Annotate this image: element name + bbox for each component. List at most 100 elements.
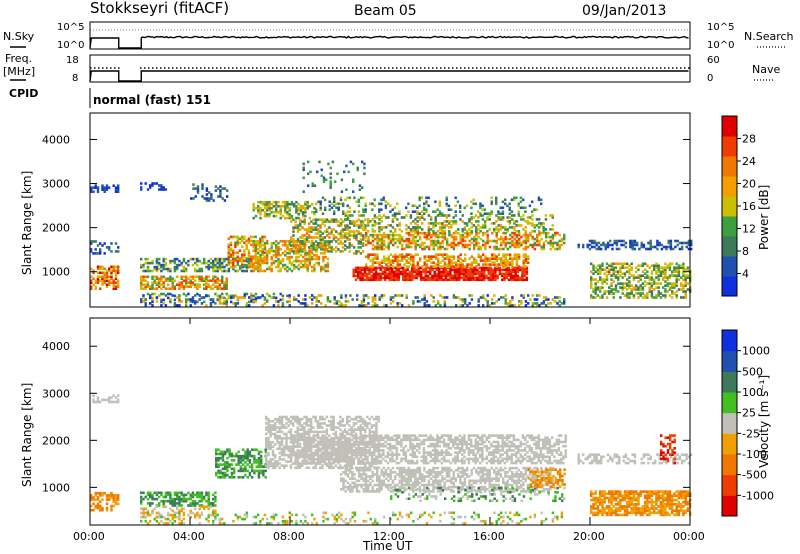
power-cell — [379, 278, 382, 282]
power-cell — [524, 241, 528, 245]
power-cell — [308, 253, 312, 257]
power-cell — [178, 285, 181, 288]
power-cell — [389, 259, 393, 262]
power-cell — [146, 283, 150, 286]
velocity-cell — [90, 508, 93, 512]
power-cell — [266, 261, 269, 265]
power-cell — [382, 198, 385, 202]
velocity-cell — [325, 432, 329, 436]
power-cell — [506, 228, 509, 231]
velocity-cell — [280, 453, 284, 457]
power-cell — [407, 241, 411, 245]
power-cell — [328, 204, 331, 208]
power-cell — [284, 243, 287, 247]
power-cell — [288, 251, 291, 255]
power-cell — [149, 287, 152, 290]
power-cell — [471, 274, 475, 278]
velocity-cell — [271, 420, 275, 423]
power-cell — [407, 243, 411, 247]
power-cell — [421, 241, 424, 245]
power-cell — [162, 263, 165, 267]
power-cell — [432, 222, 435, 225]
power-cell — [586, 245, 589, 249]
power-cell — [344, 244, 347, 247]
power-cell — [275, 251, 278, 255]
power-cell — [452, 296, 456, 299]
power-cell — [632, 286, 636, 289]
power-cell — [297, 208, 300, 212]
power-cell — [504, 263, 507, 266]
power-cell — [482, 304, 485, 307]
power-cell — [443, 226, 446, 229]
power-cell — [212, 287, 215, 290]
power-cell — [341, 246, 345, 249]
power-cell — [140, 186, 143, 189]
power-cell — [502, 255, 505, 258]
power-cell — [241, 235, 244, 239]
power-cell — [450, 235, 453, 239]
power-cell — [114, 273, 118, 277]
power-cell — [628, 272, 631, 275]
power-cell — [495, 226, 498, 229]
power-cell — [92, 271, 95, 275]
power-cell — [348, 242, 351, 245]
power-cell — [522, 239, 525, 243]
power-cell — [412, 259, 415, 262]
power-cell — [225, 285, 228, 288]
power-cell — [346, 238, 349, 241]
power-cell — [252, 202, 255, 206]
power-cell — [286, 204, 289, 208]
power-cell — [396, 302, 399, 305]
power-cell — [155, 265, 159, 269]
power-cell — [277, 253, 280, 257]
power-cell — [624, 245, 628, 249]
power-cell — [531, 235, 534, 239]
power-cell — [608, 264, 611, 267]
power-cell — [245, 245, 248, 249]
power-cell — [326, 265, 330, 269]
power-cell — [223, 199, 227, 202]
power-cell — [241, 263, 244, 266]
velocity-cell — [253, 454, 256, 458]
power-cell — [402, 268, 405, 272]
power-cell — [322, 180, 326, 183]
velocity-cell — [140, 511, 143, 515]
power-cell — [387, 237, 390, 241]
power-cell — [422, 270, 425, 274]
velocity-cell — [164, 505, 168, 508]
power-cell — [619, 274, 622, 277]
power-cell — [446, 239, 449, 243]
power-cell — [417, 272, 421, 276]
power-cell — [317, 257, 321, 261]
power-cell — [167, 279, 170, 282]
power-cell — [350, 244, 354, 247]
power-cell — [389, 230, 392, 233]
power-cell — [353, 252, 356, 255]
power-cell — [114, 188, 118, 191]
power-cell — [257, 255, 260, 259]
velocity-cell — [167, 499, 170, 503]
velocity-cell — [287, 447, 290, 451]
power-cell — [319, 238, 322, 241]
power-cell — [315, 208, 318, 211]
power-cell — [459, 241, 462, 245]
power-cell — [401, 253, 404, 256]
power-cell — [367, 222, 370, 225]
velocity-cell — [112, 504, 115, 508]
velocity-cell — [244, 452, 247, 456]
power-cell — [312, 244, 315, 247]
power-cell — [223, 285, 226, 288]
power-cell — [344, 214, 347, 217]
power-cell — [281, 263, 285, 267]
power-cell — [232, 263, 235, 266]
power-cell — [196, 257, 199, 261]
velocity-cell — [269, 443, 272, 446]
power-cell — [441, 214, 444, 217]
power-cell — [290, 238, 293, 241]
velocity-cell — [305, 420, 308, 423]
power-cell — [474, 268, 477, 272]
power-cell — [486, 300, 489, 303]
power-cell — [657, 292, 660, 295]
power-cell — [261, 202, 264, 206]
power-cell — [393, 266, 396, 270]
